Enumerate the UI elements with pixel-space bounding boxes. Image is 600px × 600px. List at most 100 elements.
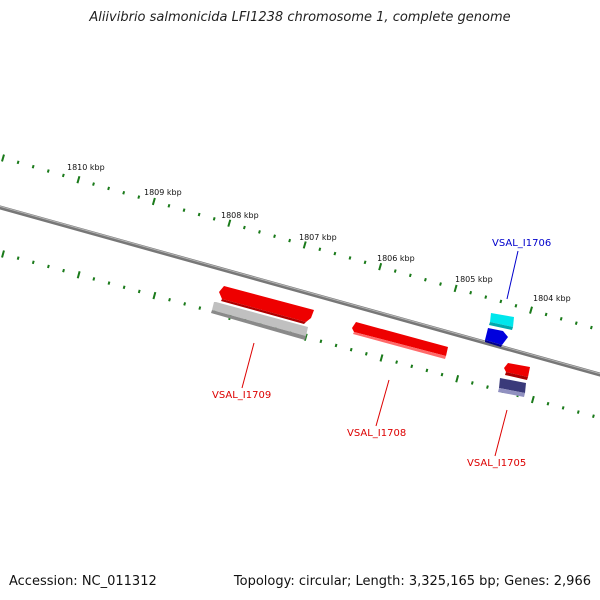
outer-major-tick xyxy=(1,154,5,162)
outer-minor-tick xyxy=(318,247,322,252)
genome-summary-text: Topology: circular; Length: 3,325,165 bp… xyxy=(233,574,591,589)
outer-minor-tick xyxy=(499,299,503,304)
outer-minor-tick xyxy=(408,273,412,278)
outer-minor-tick xyxy=(348,256,352,260)
inner-minor-tick xyxy=(364,352,368,356)
inner-minor-tick xyxy=(486,385,489,389)
inner-major-tick xyxy=(76,271,81,279)
inner-major-tick xyxy=(379,354,384,362)
outer-major-tick xyxy=(151,197,156,206)
inner-minor-tick xyxy=(470,381,474,385)
gene-label-vsal-i1708[interactable]: VSAL_I1708 xyxy=(347,428,406,439)
outer-major-tick xyxy=(378,262,383,271)
outer-minor-tick xyxy=(46,169,50,173)
inner-minor-tick xyxy=(107,281,111,285)
gene-label-vsal-i1706[interactable]: VSAL_I1706 xyxy=(492,238,551,249)
inner-minor-tick xyxy=(319,339,323,344)
gene-vsal-i1706[interactable] xyxy=(489,313,514,330)
outer-minor-tick xyxy=(574,321,578,325)
outer-minor-tick xyxy=(484,295,488,299)
inner-minor-tick xyxy=(410,364,414,369)
inner-minor-tick xyxy=(47,264,50,269)
outer-minor-tick xyxy=(559,317,563,321)
outer-minor-tick xyxy=(273,234,276,239)
inner-major-tick xyxy=(455,375,460,383)
outer-minor-tick xyxy=(258,230,261,234)
inner-minor-tick xyxy=(168,297,171,302)
outer-minor-tick xyxy=(122,190,126,195)
inner-minor-tick xyxy=(92,277,96,281)
outer-minor-tick xyxy=(393,269,397,273)
scale-label-1805: 1805 kbp xyxy=(455,275,493,284)
scale-label-1804: 1804 kbp xyxy=(533,294,571,303)
chromosome-backbone-highlight xyxy=(0,205,600,375)
outer-minor-tick xyxy=(31,164,35,169)
gene-label-vsal-i1709[interactable]: VSAL_I1709 xyxy=(212,390,271,401)
scale-label-1808: 1808 kbp xyxy=(221,211,259,220)
inner-major-tick xyxy=(152,291,157,300)
inner-major-tick xyxy=(303,333,308,341)
outer-minor-tick xyxy=(16,160,20,165)
outer-minor-tick xyxy=(197,212,201,217)
outer-minor-tick xyxy=(182,208,186,212)
leader-line-vsal-i1709 xyxy=(241,342,255,389)
inner-major-tick xyxy=(530,395,535,404)
outer-minor-tick xyxy=(61,173,65,178)
leader-line-vsal-i1708 xyxy=(375,379,390,427)
inner-minor-tick xyxy=(16,256,20,260)
inner-minor-tick xyxy=(137,289,141,294)
gene-blue[interactable] xyxy=(485,328,508,347)
inner-minor-tick xyxy=(440,372,444,377)
scale-label-1810: 1810 kbp xyxy=(67,163,105,172)
scale-label-1806: 1806 kbp xyxy=(377,254,415,263)
outer-minor-tick xyxy=(92,182,95,186)
inner-minor-tick xyxy=(62,268,65,273)
leader-line-vsal-i1706 xyxy=(506,250,519,300)
outer-minor-tick xyxy=(137,195,141,199)
gene-label-vsal-i1705[interactable]: VSAL_I1705 xyxy=(467,458,526,469)
outer-major-tick xyxy=(453,284,458,293)
inner-minor-tick xyxy=(561,406,565,410)
inner-minor-tick xyxy=(592,414,595,419)
outer-major-tick xyxy=(76,175,81,184)
scale-label-1807: 1807 kbp xyxy=(299,233,337,242)
inner-minor-tick xyxy=(576,410,580,414)
leader-line-vsal-i1705 xyxy=(494,409,508,457)
inner-major-tick xyxy=(1,250,5,258)
outer-minor-tick xyxy=(167,203,171,208)
outer-minor-tick xyxy=(107,186,111,191)
gene-gray-pseudo[interactable] xyxy=(211,302,308,340)
accession-text: Accession: NC_011312 xyxy=(9,574,157,589)
gene-vsal-i1709[interactable] xyxy=(219,286,314,324)
inner-minor-tick xyxy=(183,302,187,306)
inner-minor-tick xyxy=(349,347,353,352)
outer-minor-tick xyxy=(333,251,337,256)
outer-minor-tick xyxy=(288,238,292,243)
outer-major-tick xyxy=(227,219,232,227)
gene-navy[interactable] xyxy=(498,378,526,397)
inner-minor-tick xyxy=(546,401,550,406)
map-title: Aliivibrio salmonicida LFI1238 chromosom… xyxy=(89,10,511,25)
outer-minor-tick xyxy=(589,325,593,330)
outer-tick-row xyxy=(1,154,593,330)
outer-major-tick xyxy=(302,241,307,249)
inner-minor-tick xyxy=(31,260,35,265)
outer-minor-tick xyxy=(363,260,367,265)
outer-minor-tick xyxy=(469,290,473,295)
gene-vsal-i1708[interactable] xyxy=(352,322,448,359)
outer-minor-tick xyxy=(424,277,427,282)
outer-minor-tick xyxy=(514,303,518,308)
inner-minor-tick xyxy=(122,285,126,290)
inner-minor-tick xyxy=(395,360,399,364)
inner-minor-tick xyxy=(425,368,429,373)
inner-minor-tick xyxy=(198,306,202,310)
outer-minor-tick xyxy=(242,225,246,230)
outer-major-tick xyxy=(529,306,533,314)
outer-minor-tick xyxy=(439,282,442,286)
gene-vsal-i1705[interactable] xyxy=(504,363,530,380)
inner-minor-tick xyxy=(334,343,338,348)
scale-label-1809: 1809 kbp xyxy=(144,188,182,197)
outer-minor-tick xyxy=(212,217,216,221)
outer-minor-tick xyxy=(544,312,548,317)
